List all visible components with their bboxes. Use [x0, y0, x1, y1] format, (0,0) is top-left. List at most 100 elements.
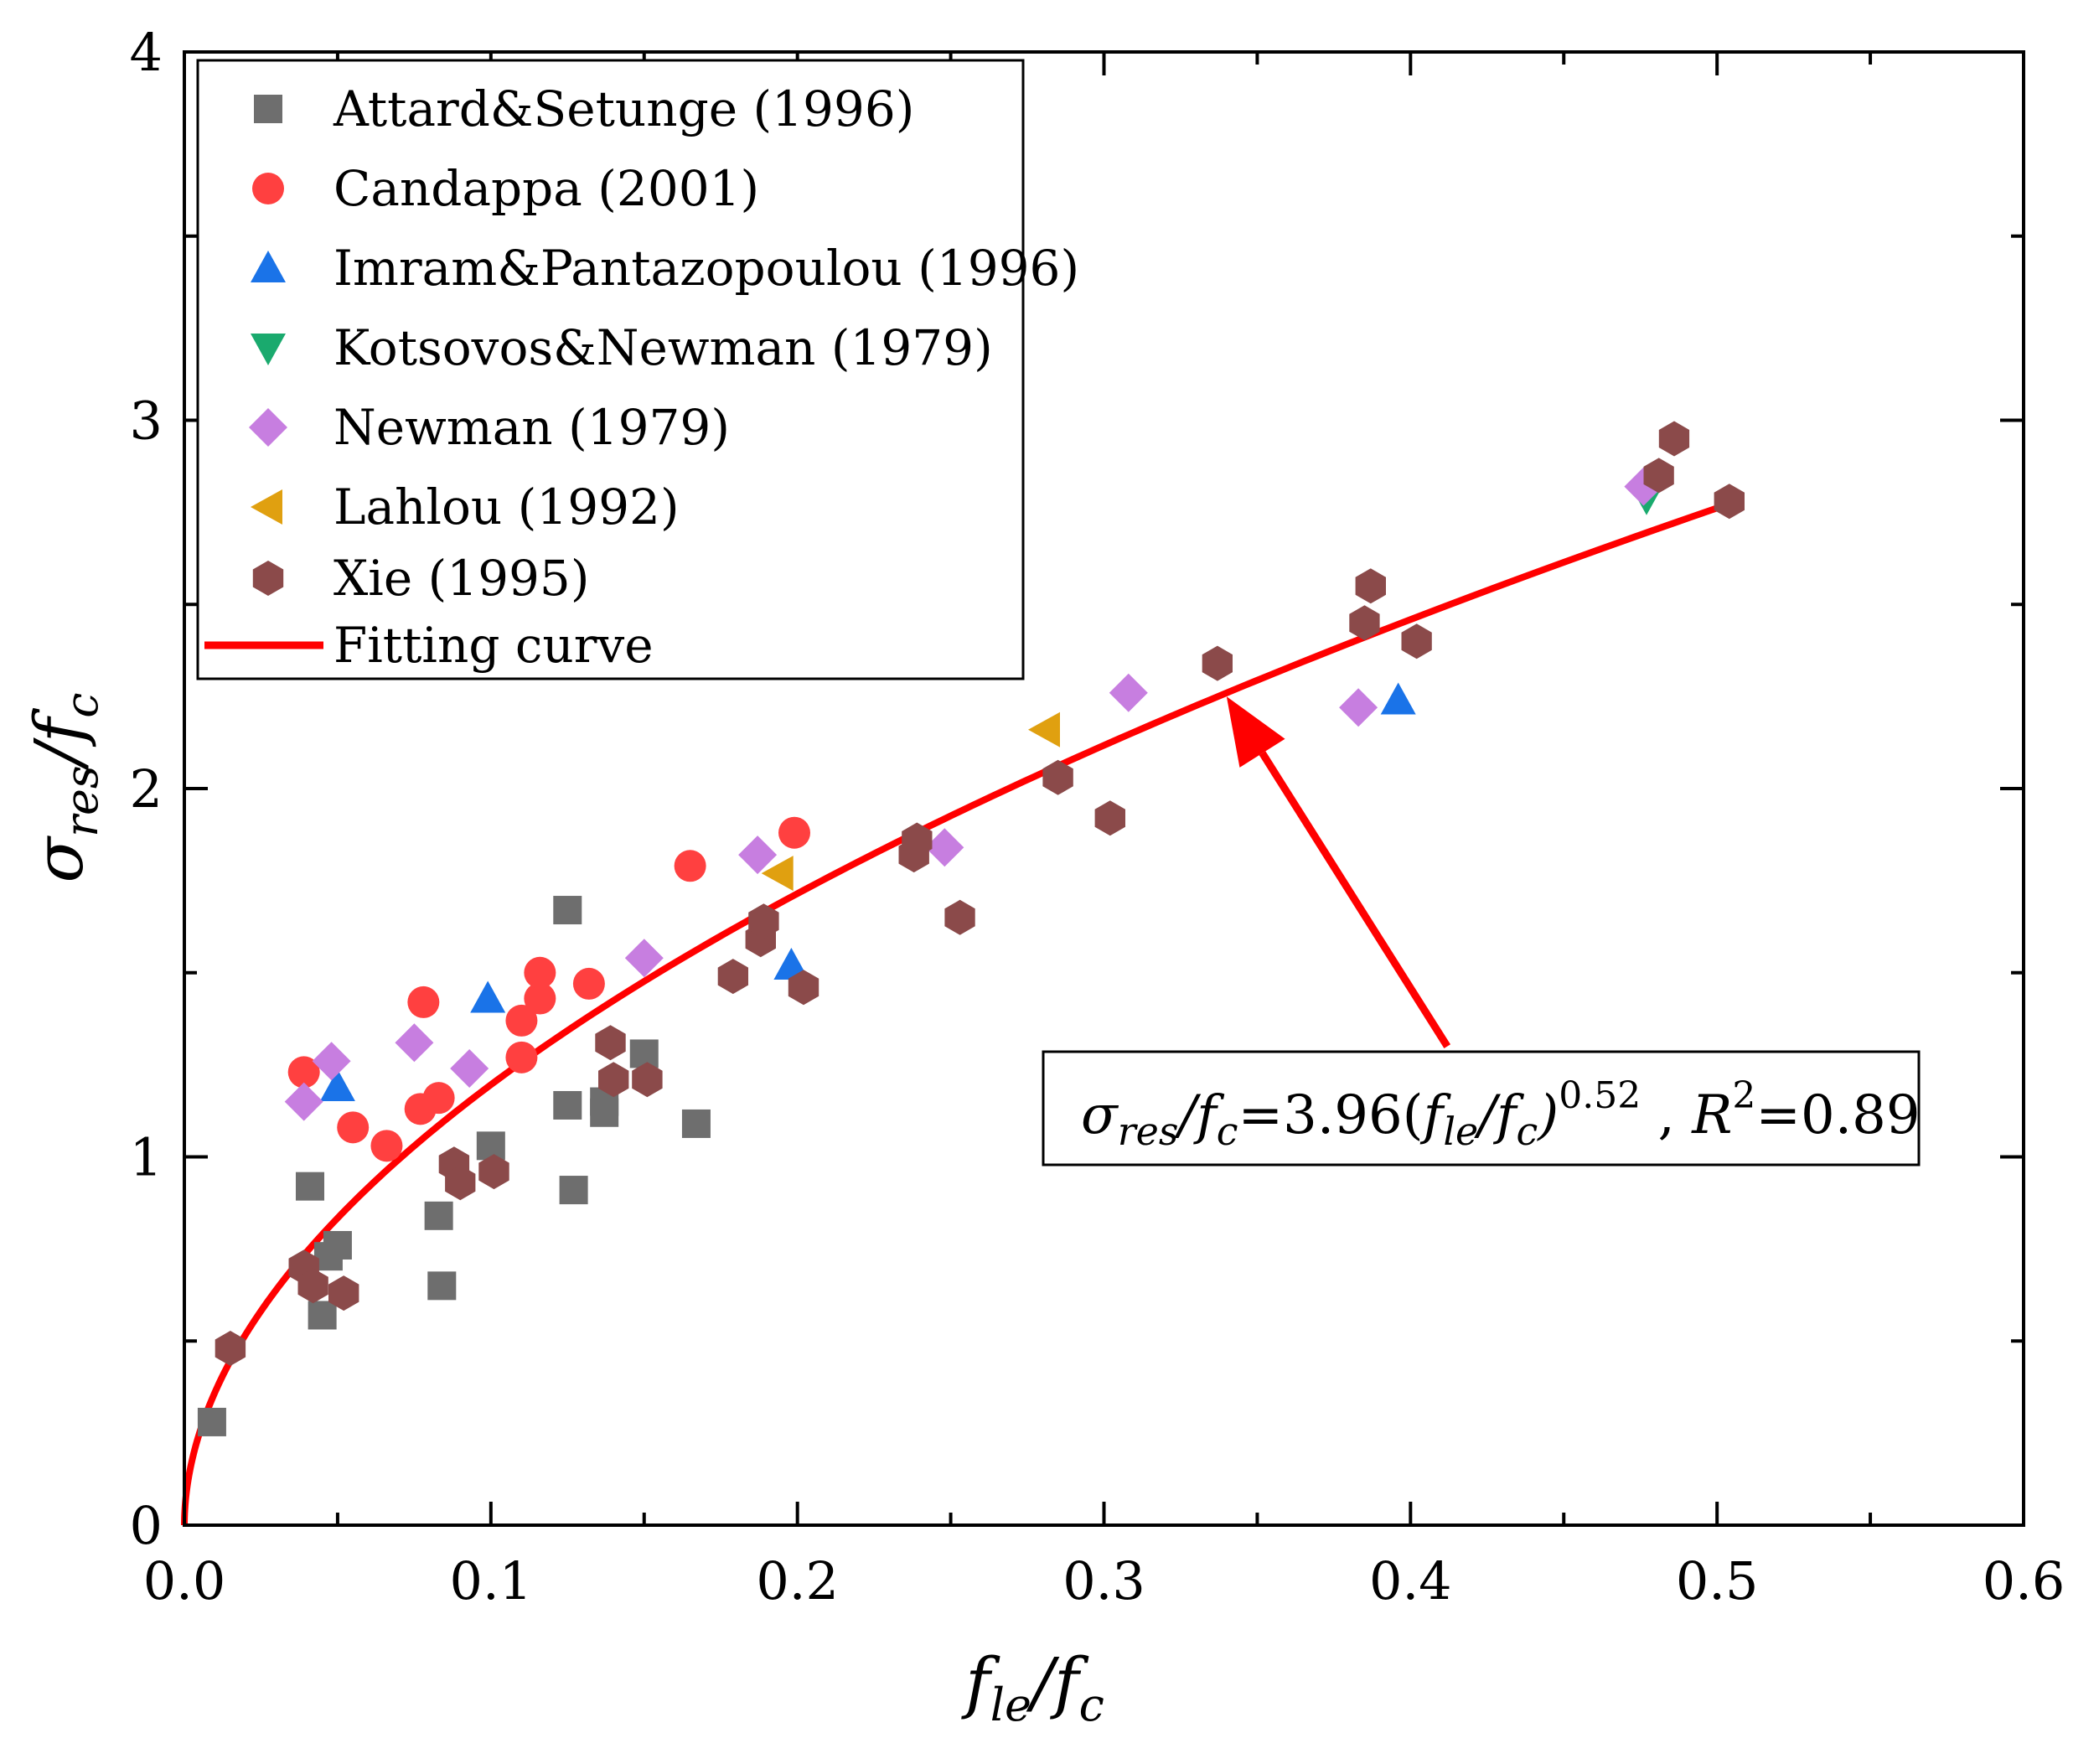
data-point — [717, 959, 748, 995]
data-point — [572, 967, 605, 1000]
annotation-arrow-line — [1259, 751, 1451, 1049]
x-tick-label: 0.1 — [450, 1550, 533, 1611]
data-point — [778, 816, 811, 849]
y-tick-label: 4 — [130, 22, 163, 83]
y-tick-label: 1 — [130, 1127, 163, 1188]
data-point — [553, 1090, 582, 1120]
plot-frame — [183, 50, 2025, 1527]
data-point — [337, 1111, 370, 1144]
data-point — [328, 1275, 359, 1311]
data-point — [788, 970, 819, 1006]
data-point — [505, 1004, 538, 1037]
equation-text: σres/fc=3.96(fle/fc)0.52 , R2=0.89 — [1081, 1074, 1921, 1154]
legend-label: Newman (1979) — [333, 399, 730, 456]
data-point — [1658, 421, 1690, 457]
y-tick-label: 0 — [130, 1495, 163, 1556]
y-tick-labels: 0 1 2 3 4 — [130, 22, 163, 1556]
data-point — [1202, 645, 1233, 681]
data-point — [370, 1130, 403, 1162]
x-axis-title: fle/fc — [961, 1643, 1104, 1731]
data-point — [1355, 568, 1386, 604]
data-point — [476, 1131, 505, 1161]
series-0 — [197, 896, 711, 1436]
data-point — [674, 850, 706, 882]
legend: Attard&Setunge (1996) Candappa (2001) Imra… — [196, 59, 1079, 680]
data-point — [1643, 458, 1674, 494]
fit-layer — [181, 499, 1734, 1526]
data-point — [427, 1271, 457, 1301]
data-point — [445, 1165, 476, 1201]
legend-label: Imram&Pantazopoulou (1996) — [333, 240, 1079, 297]
legend-label: Candappa (2001) — [333, 160, 759, 217]
equation-box — [1042, 1050, 1921, 1167]
x-tick-label: 0.0 — [143, 1550, 226, 1611]
legend-label: Attard&Setunge (1996) — [333, 80, 914, 137]
data-point — [407, 985, 440, 1018]
data-point — [1714, 484, 1745, 520]
data-point — [598, 1062, 629, 1098]
data-point — [559, 1176, 588, 1205]
data-point — [553, 896, 582, 925]
x-tick-label: 0.5 — [1676, 1550, 1759, 1611]
legend-marker — [251, 251, 286, 282]
data-point — [629, 1039, 659, 1068]
data-point — [422, 1082, 455, 1115]
legend-marker — [252, 173, 284, 204]
legend-marker — [252, 561, 284, 596]
data-point — [424, 1201, 453, 1230]
data-point — [681, 1109, 711, 1138]
data-point — [1109, 673, 1148, 712]
series-6 — [215, 421, 1745, 1366]
series-5 — [761, 711, 1060, 892]
fitting-curve — [181, 499, 1734, 1526]
data-point — [1380, 682, 1416, 715]
data-point — [312, 1042, 351, 1081]
series-2 — [319, 682, 1416, 1101]
data-point — [925, 828, 964, 867]
data-point — [470, 980, 506, 1013]
legend-label: Kotsovos&Newman (1979) — [333, 319, 993, 376]
x-tick-labels: 0.0 0.1 0.2 0.3 0.4 0.5 0.6 — [143, 1550, 2065, 1611]
y-axis-title: σres/fc — [20, 693, 108, 883]
data-point — [395, 1023, 434, 1063]
data-point — [295, 1172, 324, 1201]
data-point — [773, 948, 809, 980]
data-points — [197, 421, 1745, 1436]
data-point — [297, 1268, 328, 1304]
data-point — [1028, 711, 1060, 748]
legend-label: Lahlou (1992) — [333, 479, 680, 535]
data-point — [319, 1069, 355, 1101]
data-point — [738, 835, 778, 875]
series-1 — [287, 816, 811, 1162]
data-point — [323, 1230, 352, 1260]
data-point — [1339, 688, 1378, 727]
data-point — [595, 1025, 626, 1061]
data-point — [197, 1407, 226, 1436]
x-tick-label: 0.4 — [1369, 1550, 1452, 1611]
x-tick-label: 0.2 — [756, 1550, 839, 1611]
equation-annotation: σres/fc=3.96(fle/fc)0.52 , R2=0.89 — [1042, 696, 1921, 1167]
data-point — [632, 1062, 663, 1098]
legend-label: Fitting curve — [333, 617, 654, 674]
data-point — [287, 1056, 320, 1089]
series-4 — [284, 467, 1663, 1121]
data-point — [308, 1301, 337, 1330]
legend-marker — [249, 408, 287, 447]
data-point — [944, 899, 975, 935]
data-point — [1094, 800, 1125, 836]
data-point — [1349, 605, 1380, 641]
legend-marker — [251, 489, 282, 525]
data-point — [284, 1082, 323, 1121]
data-point — [450, 1049, 489, 1088]
y-tick-label: 2 — [130, 758, 163, 820]
legend-marker — [251, 334, 286, 365]
data-point — [1042, 759, 1073, 795]
x-tick-label: 0.6 — [1983, 1550, 2065, 1611]
data-point — [215, 1331, 246, 1366]
data-point — [478, 1154, 509, 1190]
data-point — [761, 856, 794, 892]
x-tick-label: 0.3 — [1062, 1550, 1145, 1611]
legend-marker — [254, 95, 282, 123]
legend-box — [196, 59, 1025, 680]
